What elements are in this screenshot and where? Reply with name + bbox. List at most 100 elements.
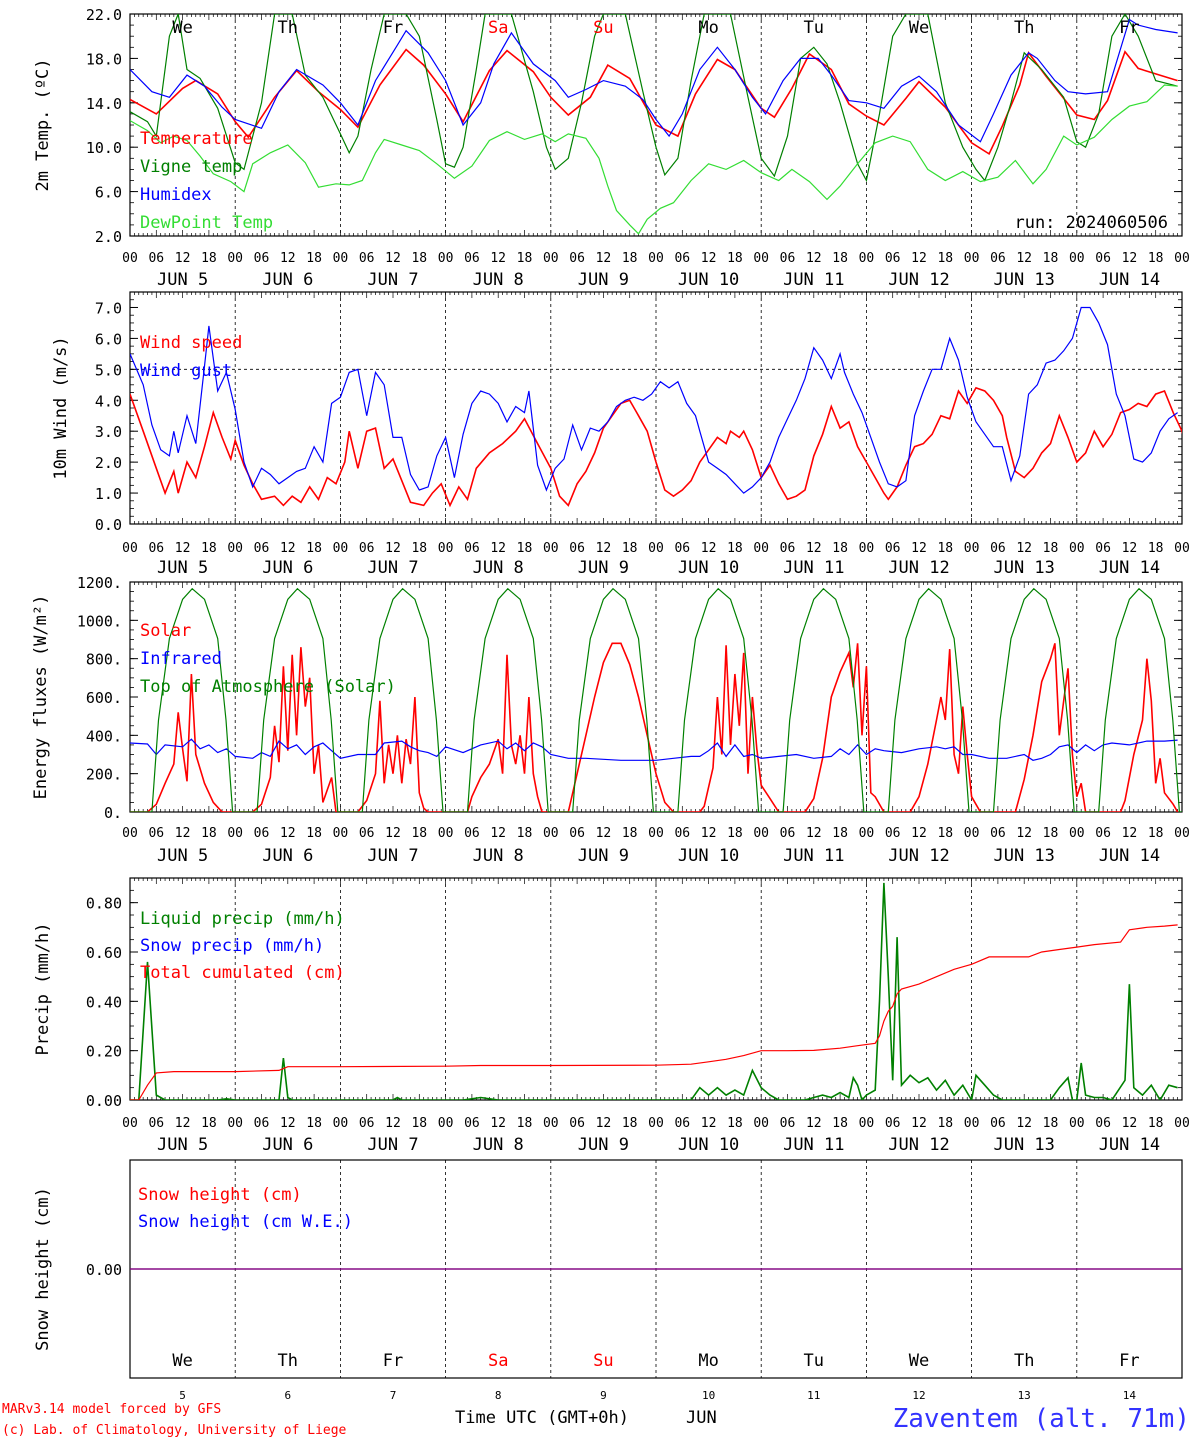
hour-label: 00: [859, 541, 875, 556]
hour-label: 18: [306, 541, 322, 556]
hour-label: 12: [280, 251, 296, 266]
legend-entry: Snow height (cm): [138, 1185, 302, 1205]
hour-label: 12: [806, 251, 822, 266]
legend-entry: DewPoint Temp: [140, 213, 273, 233]
hour-label: 18: [1043, 1116, 1059, 1131]
hour-label: 06: [780, 251, 796, 266]
date-label: JUN 13: [993, 1135, 1054, 1155]
weekday-label: Fr: [383, 18, 403, 38]
date-label: JUN 9: [578, 1135, 629, 1155]
hour-label: 12: [596, 826, 612, 841]
hour-label: 00: [227, 826, 243, 841]
hour-label: 18: [622, 1116, 638, 1131]
hour-label: 18: [201, 1116, 217, 1131]
station-name: Zaventem (alt. 71m): [893, 1404, 1190, 1434]
hour-label: 00: [1174, 251, 1190, 266]
date-number: 14: [1123, 1389, 1137, 1402]
hour-label: 06: [1095, 251, 1111, 266]
date-label: JUN 13: [993, 270, 1054, 290]
y-tick-label: 22.0: [86, 6, 122, 24]
series-line-wind-gust: [130, 306, 1178, 494]
hour-label: 12: [490, 251, 506, 266]
date-label: JUN 11: [783, 270, 844, 290]
date-label: JUN 6: [262, 846, 313, 866]
hour-label: 00: [753, 1116, 769, 1131]
y-tick-label: 7.0: [95, 299, 122, 317]
hour-label: 12: [490, 541, 506, 556]
date-label: JUN 11: [783, 558, 844, 578]
panel-5: 0.00 Snow height (cm) Snow height (cm) Snow…: [33, 1159, 1183, 1402]
legend-entry: Vigne temp: [140, 157, 242, 177]
hour-label: 00: [438, 826, 454, 841]
hour-label: 12: [911, 826, 927, 841]
weekday-label: Tu: [804, 1351, 824, 1371]
legend-entry: Infrared: [140, 649, 222, 669]
hour-label: 00: [1069, 826, 1085, 841]
hour-label: 06: [254, 826, 270, 841]
hour-label: 06: [674, 826, 690, 841]
date-number: 6: [284, 1389, 291, 1402]
series-line-liquid-precip-mm-h: [130, 882, 1178, 1100]
date-label: JUN 5: [157, 1135, 208, 1155]
y-tick-label: 0.00: [86, 1092, 122, 1110]
hour-label: 12: [596, 251, 612, 266]
hour-label: 06: [464, 1116, 480, 1131]
hour-label: 12: [1016, 541, 1032, 556]
hour-label: 06: [254, 251, 270, 266]
hour-label: 12: [280, 826, 296, 841]
weekday-label: We: [909, 18, 929, 38]
hour-label: 18: [832, 251, 848, 266]
hour-label: 18: [411, 541, 427, 556]
weekday-label: We: [909, 1351, 929, 1371]
hour-label: 18: [1148, 251, 1164, 266]
hour-label: 18: [937, 1116, 953, 1131]
y-tick-label: 0.00: [86, 1261, 122, 1279]
hour-label: 18: [727, 541, 743, 556]
hour-label: 06: [885, 826, 901, 841]
y-tick-label: 3.0: [95, 423, 122, 441]
hour-label: 06: [569, 251, 585, 266]
hour-label: 06: [359, 1116, 375, 1131]
hour-label: 18: [622, 251, 638, 266]
hour-label: 12: [175, 251, 191, 266]
hour-label: 18: [201, 826, 217, 841]
hour-label: 00: [438, 541, 454, 556]
y-tick-label: 0.60: [86, 944, 122, 962]
hour-label: 06: [885, 1116, 901, 1131]
date-label: JUN 14: [1099, 846, 1160, 866]
hour-label: 12: [701, 251, 717, 266]
date-label: JUN 6: [262, 270, 313, 290]
date-label: JUN 10: [678, 1135, 739, 1155]
y-tick-label: 0.80: [86, 895, 122, 913]
y-tick-label: 4.0: [95, 392, 122, 410]
hour-label: 12: [175, 826, 191, 841]
date-number: 9: [600, 1389, 607, 1402]
series-line-vigne-temp: [130, 14, 1178, 183]
hour-label: 06: [359, 541, 375, 556]
hour-label: 00: [543, 251, 559, 266]
legend-entry: Snow precip (mm/h): [140, 936, 324, 956]
weekday-label: Th: [278, 18, 298, 38]
hour-label: 00: [859, 826, 875, 841]
hour-label: 12: [806, 1116, 822, 1131]
hour-label: 06: [569, 541, 585, 556]
y-tick-label: 18.0: [86, 50, 122, 68]
date-label: JUN 10: [678, 846, 739, 866]
model-credit-line: MARv3.14 model forced by GFS: [2, 1402, 221, 1417]
date-label: JUN 5: [157, 558, 208, 578]
hour-label: 06: [254, 541, 270, 556]
hour-label: 00: [333, 541, 349, 556]
date-label: JUN 13: [993, 558, 1054, 578]
y-tick-label: 0.40: [86, 993, 122, 1011]
date-label: JUN 10: [678, 270, 739, 290]
hour-label: 12: [596, 541, 612, 556]
hour-label: 12: [911, 251, 927, 266]
hour-label: 00: [1069, 1116, 1085, 1131]
hour-label: 06: [674, 251, 690, 266]
y-axis-label: Energy fluxes (W/m²): [31, 595, 51, 800]
date-label: JUN 10: [678, 558, 739, 578]
y-tick-label: 2.0: [95, 228, 122, 246]
date-label: JUN 5: [157, 846, 208, 866]
hour-label: 12: [1122, 1116, 1138, 1131]
